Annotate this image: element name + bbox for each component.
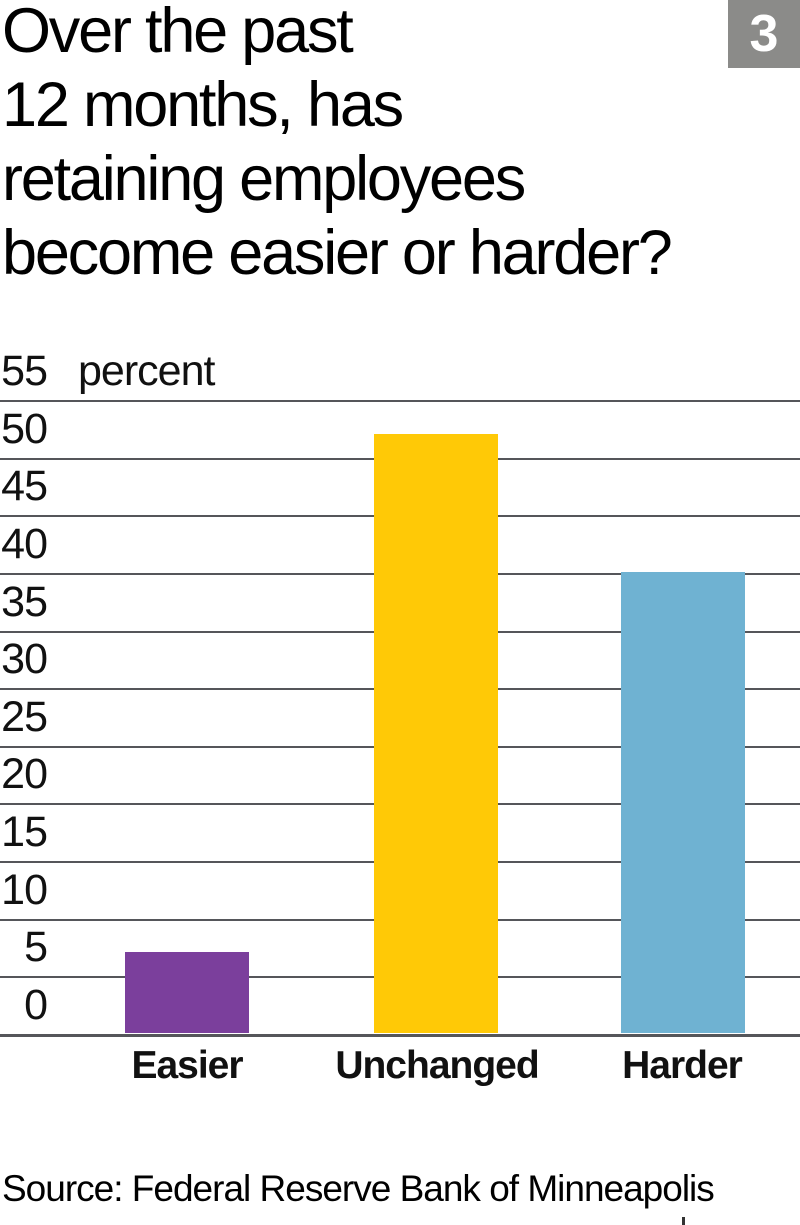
y-tick-label-10: 10 bbox=[1, 866, 48, 914]
y-tick-label-30: 30 bbox=[1, 635, 48, 683]
x-axis-label-unchanged: Unchanged bbox=[335, 1044, 539, 1087]
stray-mark bbox=[682, 1217, 685, 1225]
y-axis-unit-label: percent bbox=[78, 347, 215, 395]
x-axis-label-easier: Easier bbox=[131, 1044, 243, 1087]
y-tick-label-15: 15 bbox=[1, 808, 48, 856]
y-tick-label-40: 40 bbox=[1, 520, 48, 568]
bar-unchanged bbox=[374, 434, 498, 1033]
chart-title: Over the past 12 months, has retaining e… bbox=[2, 0, 673, 288]
bar-chart-plot-area: 0 5 10 15 20 25 30 35 40 45 50 55 percent bbox=[0, 350, 800, 1037]
bar-easier bbox=[125, 952, 249, 1033]
y-tick-label-25: 25 bbox=[1, 693, 48, 741]
figure-number-badge: 3 bbox=[728, 0, 800, 68]
y-tick-label-50: 50 bbox=[1, 405, 48, 453]
y-tick-label-0: 0 bbox=[24, 981, 48, 1029]
figure-number: 3 bbox=[749, 5, 779, 63]
source-note: Source: Federal Reserve Bank of Minneapo… bbox=[2, 1168, 715, 1209]
x-axis-label-harder: Harder bbox=[622, 1044, 743, 1087]
y-tick-label-55: 55 bbox=[1, 347, 48, 395]
y-tick-label-45: 45 bbox=[1, 462, 48, 510]
y-tick-label-35: 35 bbox=[1, 578, 48, 626]
gridline-55 bbox=[0, 400, 800, 402]
gridline-0 bbox=[0, 1034, 800, 1037]
bar-harder bbox=[621, 572, 745, 1033]
y-tick-label-20: 20 bbox=[1, 750, 48, 798]
y-tick-label-5: 5 bbox=[24, 923, 48, 971]
